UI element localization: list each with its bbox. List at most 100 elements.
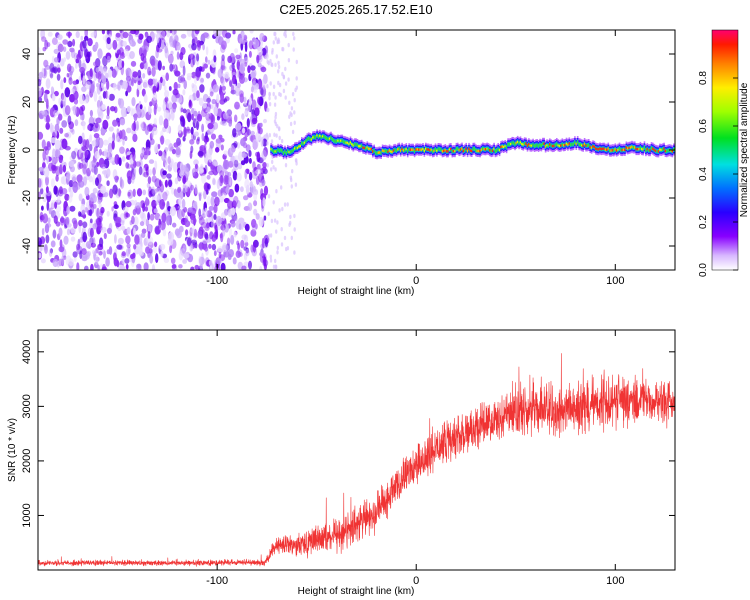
heatmap-cell: [549, 143, 551, 146]
heatmap-cell: [275, 229, 278, 234]
heatmap-cell: [75, 58, 80, 64]
heatmap-cell: [142, 80, 149, 89]
heatmap-cell: [86, 51, 91, 58]
heatmap-cell: [251, 99, 257, 110]
heatmap-cell: [108, 93, 115, 101]
heatmap-cell: [208, 170, 215, 176]
spectrogram-y-ticks: 40 20 0 -20 -40: [21, 48, 675, 254]
heatmap-cell: [120, 129, 126, 140]
heatmap-cell: [649, 149, 651, 152]
heatmap-cell: [144, 125, 150, 136]
heatmap-cell: [240, 186, 244, 193]
heatmap-cell: [221, 120, 228, 127]
heatmap-cell: [62, 164, 67, 173]
heatmap-cell: [262, 166, 267, 172]
heatmap-cell: [65, 216, 70, 225]
heatmap-cell: [274, 111, 278, 117]
heatmap-cell: [222, 112, 229, 120]
heatmap-cell: [43, 166, 50, 177]
heatmap-cell: [372, 150, 374, 153]
heatmap-cell: [282, 151, 285, 155]
heatmap-cell: [121, 220, 125, 226]
heatmap-cell: [97, 111, 104, 120]
heatmap-cell: [95, 117, 102, 124]
heatmap-cell: [93, 91, 98, 102]
heatmap-cell: [183, 253, 190, 259]
heatmap-cell: [53, 48, 60, 55]
colorbar-tick-label: 0.6: [698, 119, 709, 133]
heatmap-cell: [245, 144, 251, 152]
heatmap-cell: [269, 258, 273, 263]
heatmap-cell: [48, 207, 52, 215]
heatmap-cell: [62, 46, 67, 52]
heatmap-cell: [221, 85, 226, 91]
heatmap-cell: [89, 161, 92, 171]
heatmap-cell: [133, 244, 137, 250]
heatmap-cell: [256, 54, 260, 64]
heatmap-cell: [268, 92, 271, 97]
heatmap-cell: [78, 147, 83, 158]
heatmap-cell: [447, 150, 449, 153]
heatmap-cell: [459, 148, 462, 151]
heatmap-cell: [471, 149, 473, 153]
heatmap-cell: [323, 134, 325, 138]
heatmap-cell: [165, 190, 170, 197]
heatmap-cell: [207, 59, 211, 65]
heatmap-cell: [206, 195, 211, 206]
heatmap-cell: [425, 147, 427, 150]
heatmap-cell: [102, 55, 108, 67]
heatmap-cell: [237, 252, 243, 257]
heatmap-cell: [192, 55, 196, 66]
heatmap-cell: [367, 147, 370, 150]
heatmap-cell: [204, 233, 209, 241]
heatmap-cell: [205, 46, 209, 56]
heatmap-cell: [125, 235, 131, 245]
heatmap-cell: [216, 93, 220, 104]
heatmap-cell: [280, 227, 283, 232]
heatmap-cell: [196, 113, 203, 122]
heatmap-cell: [167, 156, 171, 165]
heatmap-cell: [97, 199, 102, 205]
heatmap-cell: [95, 177, 99, 187]
heatmap-cell: [480, 148, 483, 151]
heatmap-cell: [191, 84, 198, 94]
heatmap-cell: [208, 205, 214, 211]
heatmap-cell: [79, 66, 86, 74]
heatmap-cell: [78, 193, 83, 202]
heatmap-cell: [81, 209, 86, 216]
heatmap-cell: [140, 121, 144, 130]
heatmap-cell: [52, 148, 56, 158]
heatmap-cell: [251, 117, 258, 125]
snr-y-axis-label: SNR (10 * v/v): [7, 418, 18, 482]
heatmap-cell: [78, 180, 85, 188]
heatmap-cell: [68, 194, 73, 203]
heatmap-cell: [628, 146, 630, 149]
heatmap-cell: [187, 237, 192, 247]
heatmap-cell: [436, 149, 438, 152]
heatmap-cell: [172, 88, 179, 96]
heatmap-cell: [157, 190, 164, 201]
heatmap-cell: [383, 149, 385, 153]
heatmap-cell: [288, 100, 291, 106]
heatmap-cell: [110, 106, 116, 112]
heatmap-cell: [42, 213, 48, 224]
heatmap-cell: [177, 124, 182, 134]
heatmap-cell: [138, 166, 143, 176]
heatmap-cell: [185, 229, 189, 236]
heatmap-cell: [180, 116, 185, 127]
heatmap-cell: [253, 38, 260, 50]
heatmap-cell: [152, 246, 158, 254]
heatmap-cell: [113, 252, 117, 262]
heatmap-cell: [344, 140, 346, 144]
heatmap-cell: [186, 126, 190, 132]
heatmap-cell: [198, 193, 202, 201]
heatmap-cell: [244, 41, 248, 53]
heatmap-cell: [100, 163, 107, 170]
heatmap-cell: [152, 167, 156, 176]
heatmap-cell: [38, 71, 44, 79]
heatmap-cell: [586, 143, 589, 147]
heatmap-cell: [51, 37, 58, 45]
heatmap-cell: [98, 192, 103, 198]
heatmap-cell: [182, 89, 186, 96]
